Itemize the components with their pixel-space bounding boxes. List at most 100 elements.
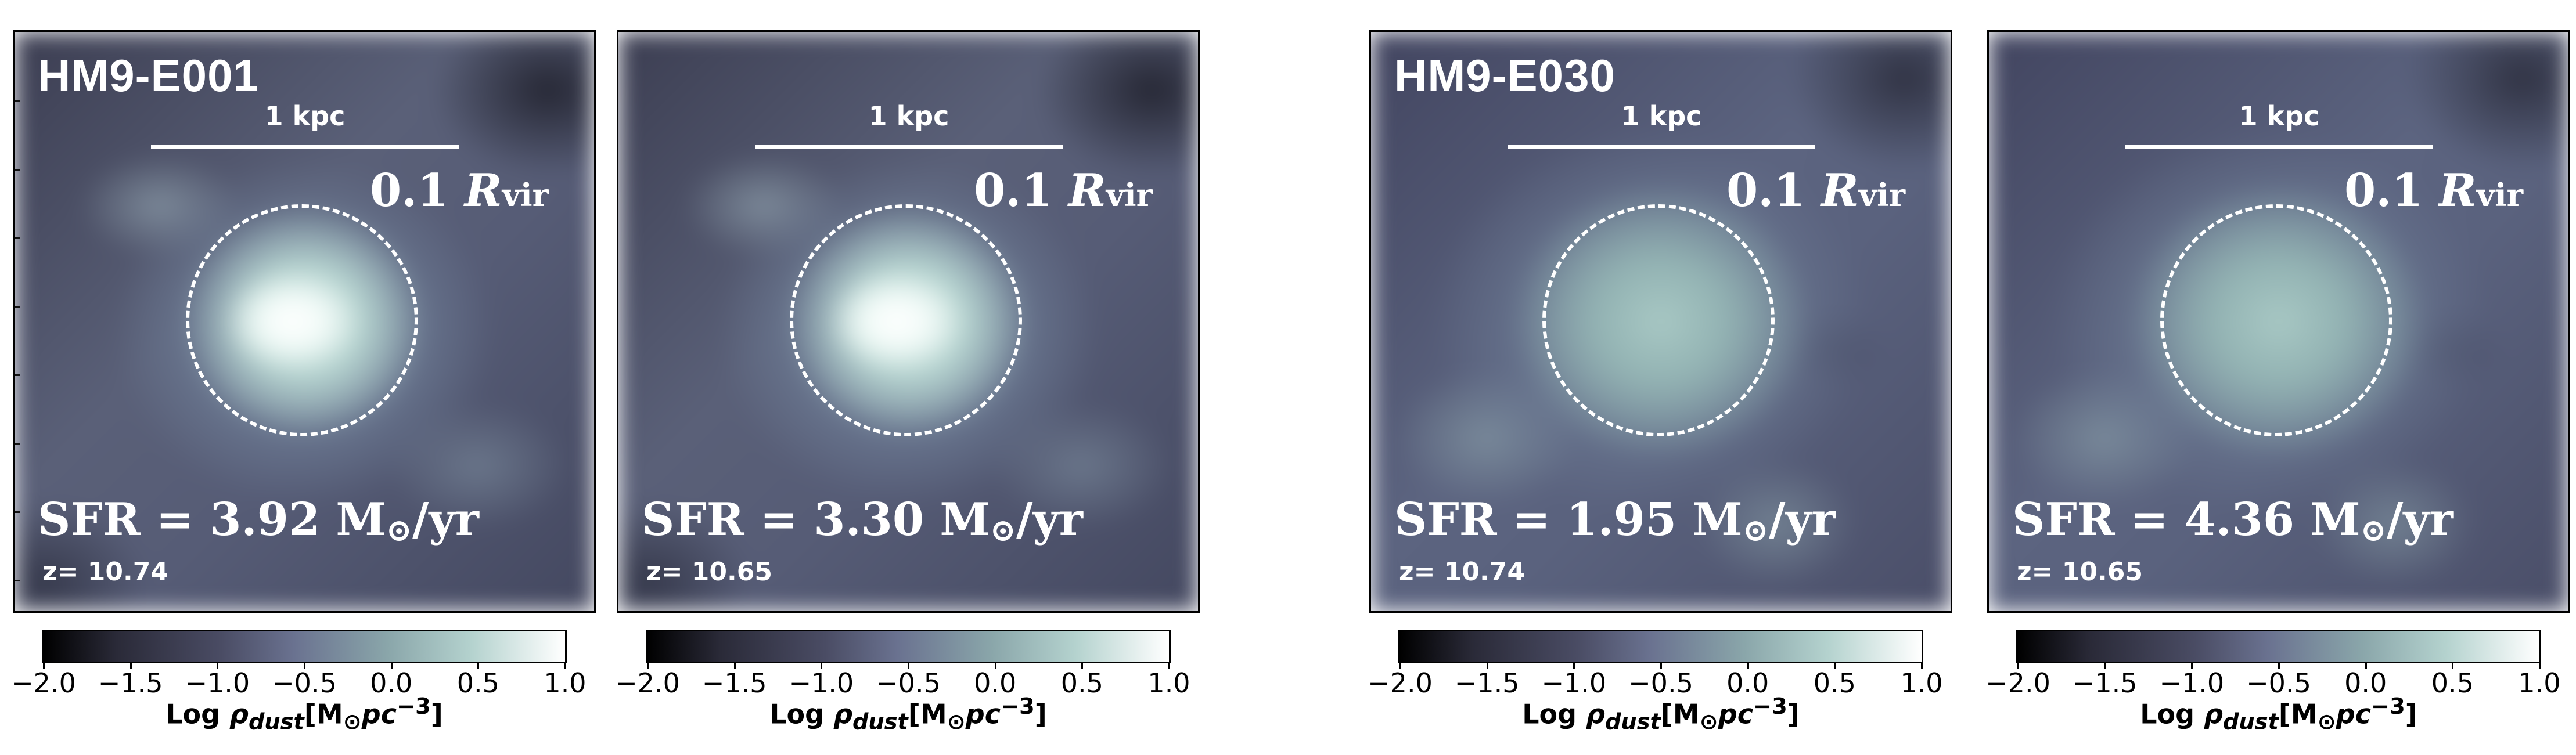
sfr-unit: /yr (1768, 493, 1836, 546)
colorbar-label-sun: ⊙ (947, 709, 966, 735)
colorbar-tick-label: 0.5 (1060, 667, 1103, 699)
rvir-coefficient: 0.1 (370, 164, 449, 217)
colorbar-tick (2365, 662, 2367, 669)
rvir-symbol: R (1068, 164, 1106, 217)
scale-bar (2125, 145, 2433, 149)
colorbar-label-sub: dust (248, 709, 304, 735)
rvir-subscript: vir (502, 176, 549, 214)
colorbar-label-sun: ⊙ (1699, 709, 1718, 735)
colorbar-label: Log ρdust[M⊙pc−3] (44, 693, 565, 735)
sfr-label: SFR = 4.36 M⊙/yr (2012, 493, 2453, 548)
colorbar-tick-label: 0.0 (1726, 667, 1769, 699)
colorbar-tick-label: 0.5 (456, 667, 499, 699)
colorbar-tick (477, 662, 480, 669)
colorbar-label-prefix: Log (1522, 698, 1586, 730)
colorbar-tick-label: 1.0 (2518, 667, 2561, 699)
redshift-label: z= 10.65 (2017, 557, 2143, 587)
colorbar-tick (390, 662, 393, 669)
colorbar-label-exp: −3 (1753, 693, 1787, 720)
colorbar-tick-label: 0.5 (1813, 667, 1856, 699)
rvir-circle (790, 204, 1022, 436)
rvir-circle (2160, 204, 2392, 436)
rvir-coefficient: 0.1 (974, 164, 1053, 217)
sfr-label: SFR = 3.92 M⊙/yr (38, 493, 479, 548)
colorbar (1398, 630, 1923, 663)
colorbar-label-sub: dust (852, 709, 908, 735)
sfr-value: SFR = 3.30 M (642, 493, 990, 546)
colorbar-tick (2278, 662, 2280, 669)
colorbar-label-unit: pc (2336, 698, 2371, 730)
sun-symbol: ⊙ (386, 511, 412, 548)
colorbar-label-unit-close: ] (430, 698, 443, 730)
colorbar-tick (564, 662, 566, 669)
colorbar-tick (2017, 662, 2019, 669)
colorbar-label: Log ρdust[M⊙pc−3] (647, 693, 1169, 735)
colorbar-tick-label: −0.5 (1628, 667, 1693, 699)
axis-tick (15, 306, 20, 308)
rvir-coefficient: 0.1 (2344, 164, 2423, 217)
sfr-label: SFR = 3.30 M⊙/yr (642, 493, 1083, 548)
scale-bar (1508, 145, 1815, 149)
colorbar-tick (1921, 662, 1923, 669)
sfr-value: SFR = 4.36 M (2012, 493, 2361, 546)
sun-symbol: ⊙ (990, 511, 1016, 548)
axis-tick (15, 169, 20, 171)
image-panel: 1 kpc 0.1 Rvir SFR = 4.36 M⊙/yr z= 10.65 (1987, 30, 2570, 613)
colorbar-label-symbol: ρ (2204, 698, 2223, 730)
colorbar-tick-label: 1.0 (544, 667, 587, 699)
colorbar-label-sun: ⊙ (343, 709, 362, 735)
colorbar-tick-label: −1.0 (2159, 667, 2225, 699)
colorbar-tick (1399, 662, 1401, 669)
sfr-value: SFR = 3.92 M (38, 493, 386, 546)
redshift-label: z= 10.74 (42, 557, 168, 587)
colorbar-tick-label: −2.0 (11, 667, 76, 699)
rvir-label: 0.1 Rvir (974, 164, 1153, 217)
colorbar-label-exp: −3 (1000, 693, 1035, 720)
colorbar-label-sub: dust (2222, 709, 2279, 735)
sun-symbol: ⊙ (1742, 511, 1769, 548)
colorbar-tick-label: −1.5 (2072, 667, 2138, 699)
colorbar-tick (1081, 662, 1084, 669)
colorbar-tick (2452, 662, 2454, 669)
colorbar-label-prefix: Log (2140, 698, 2204, 730)
rvir-circle (186, 204, 418, 436)
colorbar-tick (2539, 662, 2541, 669)
colorbar-tick-label: 0.5 (2431, 667, 2474, 699)
colorbar-label-symbol: ρ (229, 698, 249, 730)
axis-tick (15, 511, 20, 513)
scale-bar (755, 145, 1063, 149)
colorbar-tick-label: −0.5 (272, 667, 337, 699)
colorbar-tick (821, 662, 823, 669)
sfr-label: SFR = 1.95 M⊙/yr (1394, 493, 1836, 548)
rvir-label: 0.1 Rvir (2344, 164, 2523, 217)
colorbar-tick (2104, 662, 2106, 669)
colorbar-tick-label: 1.0 (1147, 667, 1190, 699)
scale-bar-label: 1 kpc (868, 100, 949, 132)
colorbar-tick-label: −1.5 (701, 667, 767, 699)
colorbar-label-unit: pc (1718, 698, 1753, 730)
colorbar-label-exp: −3 (396, 693, 431, 720)
rvir-coefficient: 0.1 (1726, 164, 1805, 217)
colorbar-tick (1660, 662, 1662, 669)
axis-tick (15, 443, 20, 445)
colorbar-label-unit-open: [M (2278, 698, 2318, 730)
colorbar-tick (1834, 662, 1836, 669)
colorbar-label-symbol: ρ (1586, 698, 1605, 730)
colorbar-tick (2191, 662, 2193, 669)
colorbar-tick-label: −2.0 (1368, 667, 1433, 699)
colorbar-tick (908, 662, 909, 669)
colorbar-tick (733, 662, 736, 669)
colorbar-tick (647, 662, 649, 669)
sfr-unit: /yr (2386, 493, 2453, 546)
colorbar-tick-label: −1.0 (1541, 667, 1607, 699)
colorbar-tick (1486, 662, 1488, 669)
colorbar-tick (1573, 662, 1575, 669)
colorbar-tick-label: 0.0 (370, 667, 413, 699)
image-panel: HM9-E001 1 kpc 0.1 Rvir SFR = 3.92 M⊙/yr z= … (13, 30, 596, 613)
rvir-label: 0.1 Rvir (370, 164, 549, 217)
colorbar-label-unit: pc (361, 698, 397, 730)
scale-bar-label: 1 kpc (2239, 100, 2320, 132)
axis-tick (15, 580, 20, 581)
sfr-unit: /yr (412, 493, 479, 546)
rvir-subscript: vir (1106, 176, 1153, 214)
